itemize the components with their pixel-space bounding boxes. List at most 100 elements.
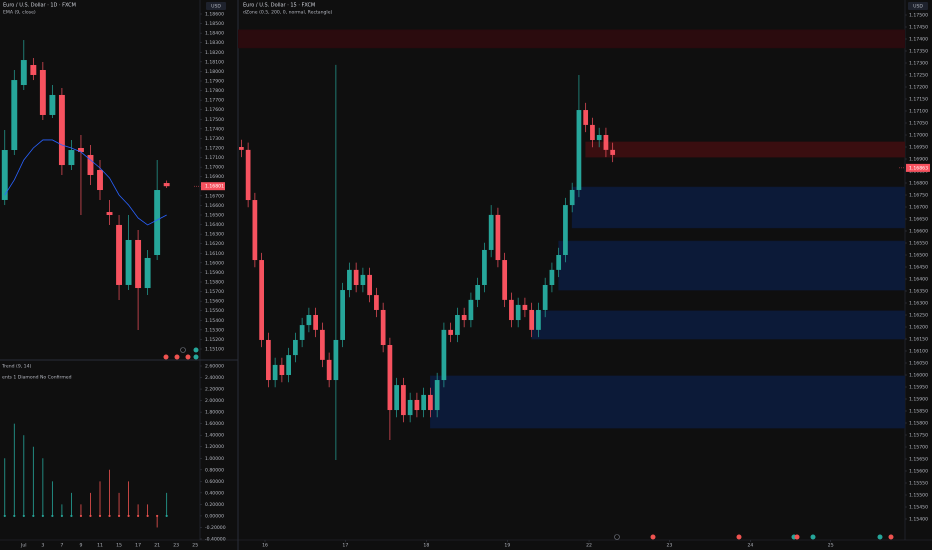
y-tick-label: 1.16400 <box>205 222 224 228</box>
last-price-box <box>906 163 930 172</box>
y-tick-label: 1.15500 <box>909 493 928 499</box>
candle-body <box>522 304 528 310</box>
y-tick-label: 1.16900 <box>909 157 928 163</box>
y-tick-label: 1.18400 <box>205 31 224 37</box>
indicator-settings: ents 1 Diamond No Confirmed <box>2 375 72 381</box>
axes: 1.15100 1.15200 1.15300 1.15400 1.15500 1.156… <box>20 12 930 549</box>
candle-body <box>380 309 386 345</box>
y-tick-label: 1.17000 <box>205 165 224 171</box>
event-badge[interactable] <box>736 534 742 540</box>
x-tick-label: 25 <box>192 543 198 549</box>
event-badge[interactable] <box>650 534 656 540</box>
x-tick-label: Jul <box>20 543 27 549</box>
candle-body <box>387 345 393 411</box>
supply-demand-zone <box>430 375 905 429</box>
event-badge[interactable] <box>185 354 191 360</box>
candle-body <box>1 150 8 200</box>
candle-body <box>461 315 467 321</box>
intraday-pane <box>238 29 905 460</box>
y-tick-label: 1.15550 <box>909 481 928 487</box>
event-badge[interactable] <box>174 354 180 360</box>
y-tick-label: 0.40000 <box>205 490 224 496</box>
y-tick-label: 1.16600 <box>205 203 224 209</box>
event-badge[interactable] <box>193 347 199 353</box>
y-tick-label: 1.15700 <box>205 289 224 295</box>
y-tick-label: 1.18000 <box>205 69 224 75</box>
y-tick-label: 1.16250 <box>909 313 928 319</box>
candle-body <box>360 274 366 285</box>
event-badge[interactable] <box>810 534 816 540</box>
y-tick-label: 1.18200 <box>205 50 224 56</box>
y-tick-label: 1.15450 <box>909 505 928 511</box>
event-badge[interactable] <box>163 354 169 360</box>
lollipop-dot <box>13 514 16 518</box>
lollipop-dot <box>70 514 73 518</box>
candle-body <box>394 385 400 411</box>
candle-body <box>596 135 602 141</box>
lollipop-dot <box>79 514 83 518</box>
y-tick-label: 1.17600 <box>205 107 224 113</box>
y-tick-label: 1.15650 <box>909 457 928 463</box>
y-tick-label: 1.16000 <box>205 260 224 266</box>
candle-body <box>353 269 359 285</box>
y-tick-label: 1.15900 <box>205 270 224 276</box>
event-badge[interactable] <box>180 347 186 353</box>
y-tick-label: 1.17300 <box>205 136 224 142</box>
event-badge[interactable] <box>888 534 894 540</box>
candle-body <box>441 329 447 381</box>
candle-body <box>135 239 142 289</box>
candle-body <box>11 80 18 151</box>
event-badge[interactable] <box>877 534 883 540</box>
candle-body <box>58 94 65 166</box>
y-tick-label: 0.00000 <box>205 513 224 519</box>
lollipop-dot <box>98 514 102 518</box>
candle-body <box>549 269 555 285</box>
event-badge[interactable] <box>794 534 800 540</box>
y-tick-label: 1.16100 <box>205 251 224 257</box>
y-tick-label: 1.16150 <box>909 337 928 343</box>
y-tick-label: 1.18500 <box>205 21 224 27</box>
y-tick-label: -0.20000 <box>205 525 226 531</box>
lollipop-dot <box>41 514 44 518</box>
y-tick-label: 1.15400 <box>205 318 224 324</box>
x-tick-label: 25 <box>828 543 834 549</box>
candle-body <box>475 285 481 300</box>
candle-body <box>414 399 420 411</box>
candle-body <box>536 309 541 330</box>
y-tick-label: 1.18100 <box>205 59 224 65</box>
candle-body <box>286 355 291 375</box>
y-tick-label: 1.16600 <box>909 229 928 235</box>
y-tick-label: 1.16550 <box>909 241 928 247</box>
candle-body <box>116 224 122 285</box>
candle-body <box>125 239 132 285</box>
currency-box[interactable] <box>908 2 928 10</box>
currency-box[interactable] <box>206 2 226 10</box>
y-tick-label: 1.15500 <box>205 308 224 314</box>
x-tick-label: 23 <box>173 543 179 549</box>
event-badge[interactable] <box>614 534 620 540</box>
y-tick-label: 1.17350 <box>909 49 928 55</box>
y-tick-label: 1.16300 <box>909 301 928 307</box>
supply-demand-zone <box>531 310 905 340</box>
x-tick-label: 3 <box>41 543 44 549</box>
y-tick-label: 1.16800 <box>909 181 928 187</box>
y-tick-label: 1.16450 <box>909 265 928 271</box>
y-tick-label: 1.16750 <box>909 193 928 199</box>
candle-body <box>163 183 170 187</box>
y-tick-label: 1.16500 <box>205 213 224 219</box>
y-tick-label: 1.17100 <box>909 109 928 115</box>
y-tick-label: 1.15900 <box>909 397 928 403</box>
currency-label[interactable]: USD <box>211 4 221 10</box>
event-badge[interactable] <box>193 354 199 360</box>
currency-label[interactable]: USD <box>913 4 923 10</box>
candle-body <box>49 94 56 115</box>
indicator-legend: EMA (9, close) <box>3 10 36 16</box>
candle-body <box>87 154 94 175</box>
lollipop-dot <box>51 514 54 518</box>
y-tick-label: 1.15800 <box>205 280 224 286</box>
y-tick-label: 1.16700 <box>205 193 224 199</box>
y-tick-label: 1.15750 <box>909 433 928 439</box>
y-tick-label: 1.17000 <box>909 133 928 139</box>
